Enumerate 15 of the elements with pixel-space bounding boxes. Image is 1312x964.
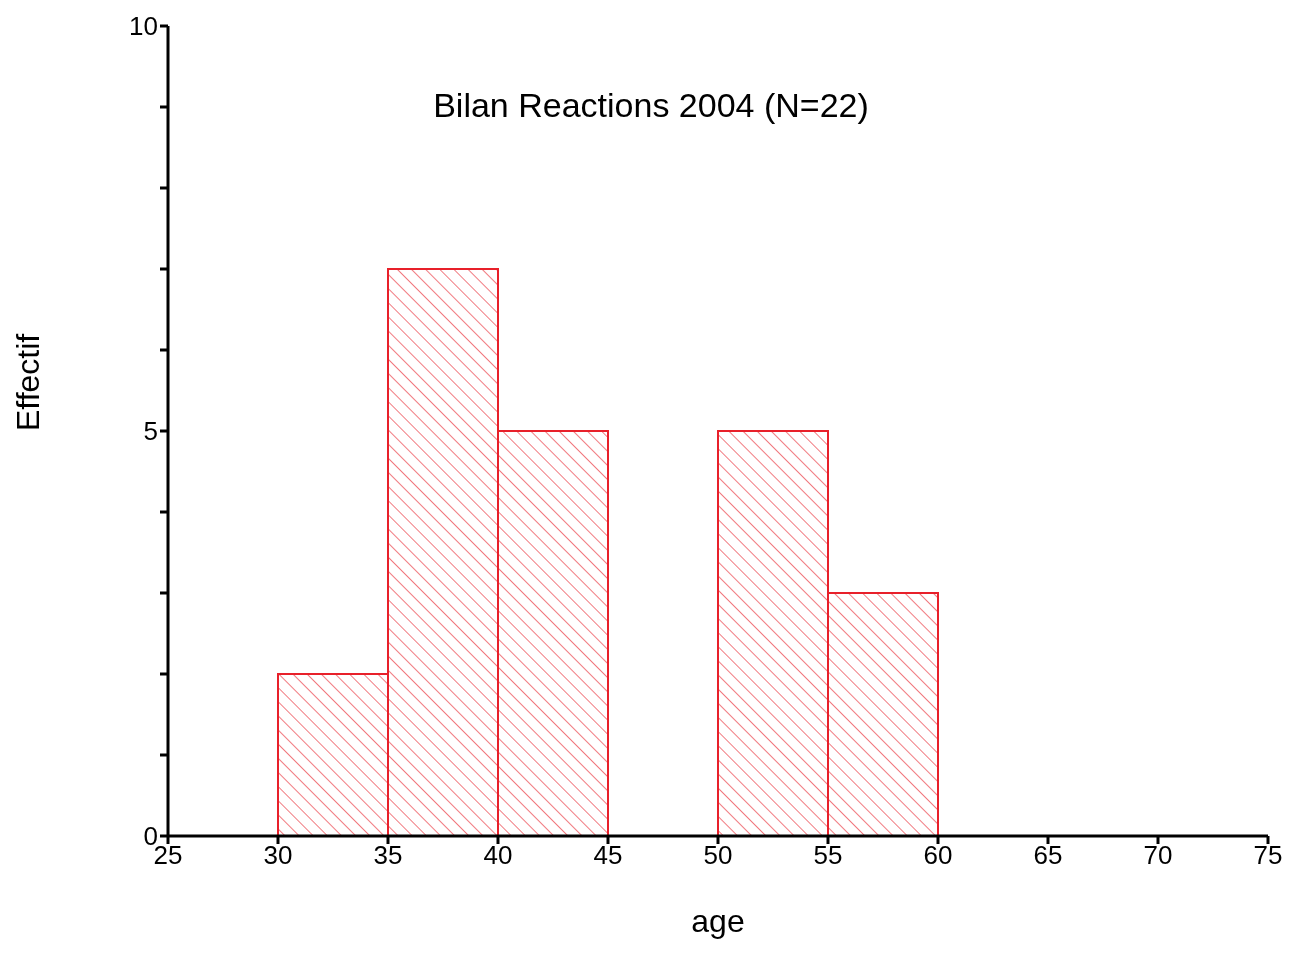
x-tick-label: 50	[703, 840, 733, 871]
y-axis-title: Effectif	[10, 333, 47, 431]
x-tick-label: 70	[1143, 840, 1173, 871]
x-tick-label: 30	[263, 840, 293, 871]
x-tick-label: 60	[923, 840, 953, 871]
x-tick-label: 55	[813, 840, 843, 871]
x-tick-label: 40	[483, 840, 513, 871]
x-tick-label: 35	[373, 840, 403, 871]
x-axis-title: age	[691, 903, 745, 939]
text: Bilan Reactions 2004 (N=22)	[432, 86, 870, 125]
y-tick-label: 5	[143, 416, 158, 447]
x-tick-label: 75	[1253, 840, 1283, 871]
x-tick-label: 65	[1033, 840, 1063, 871]
x-tick-label: 45	[593, 840, 623, 871]
y-tick-label: 10	[129, 11, 158, 42]
